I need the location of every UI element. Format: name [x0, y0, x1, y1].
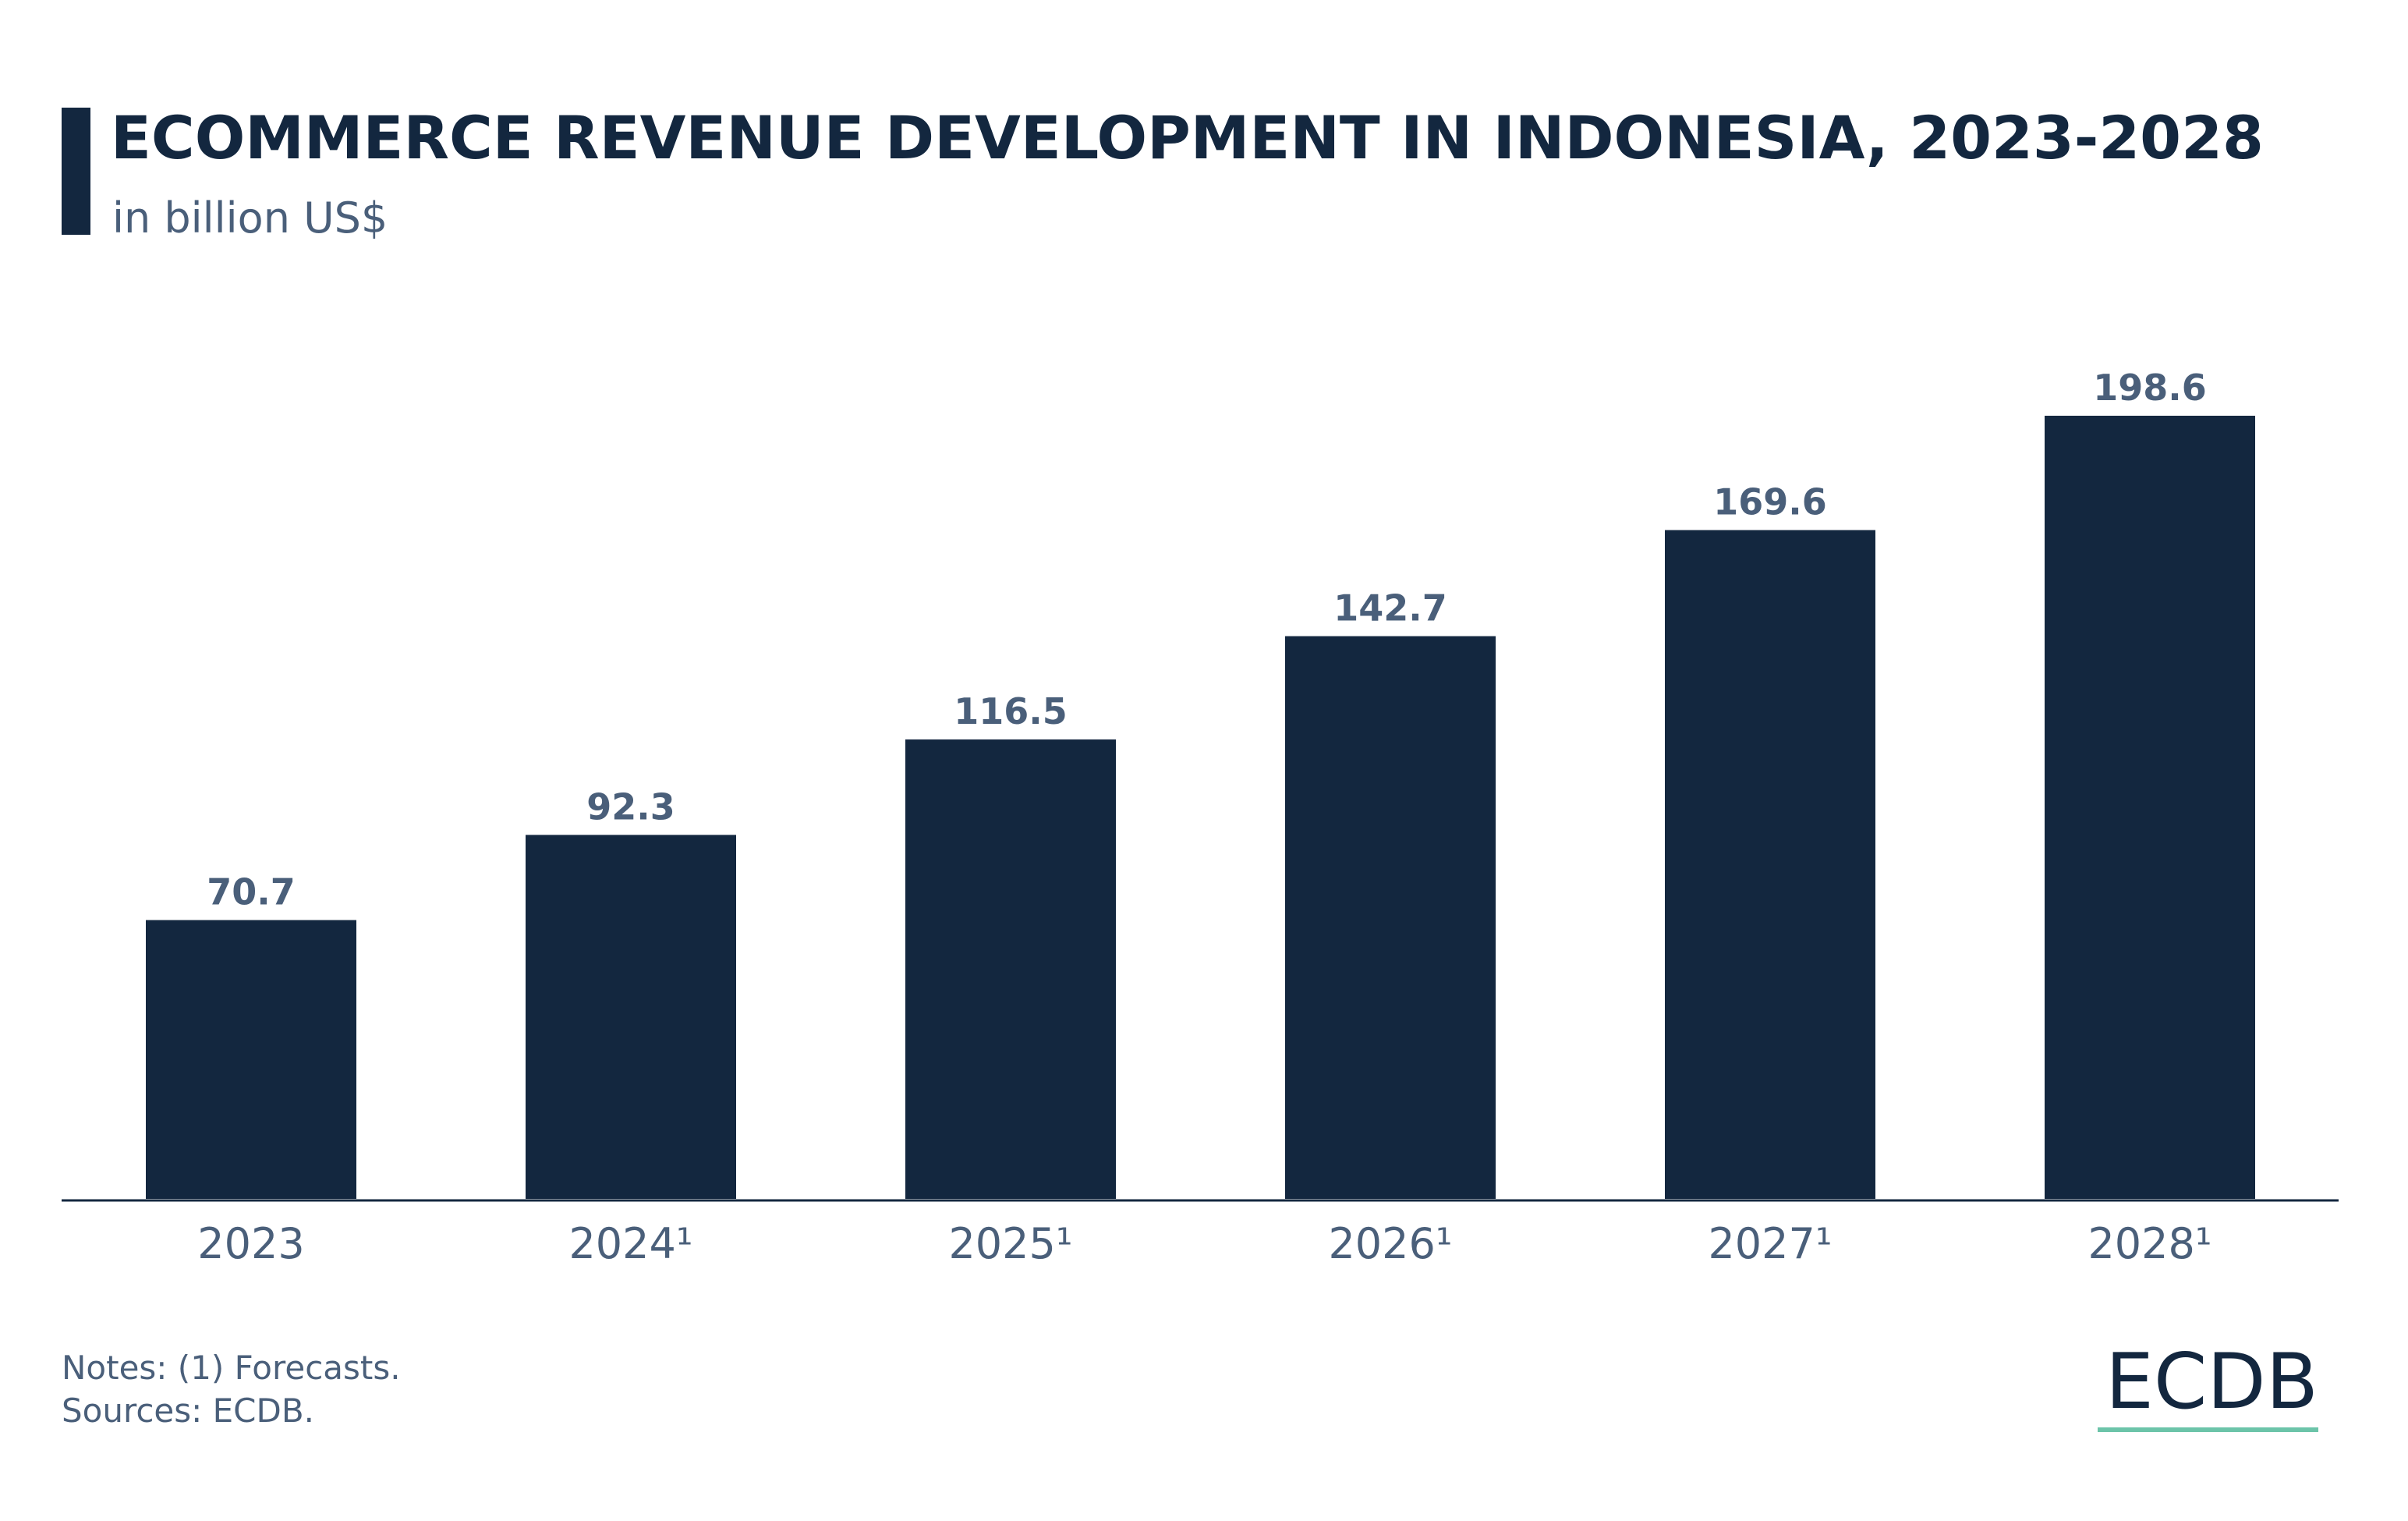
value-label: 70.7: [207, 871, 296, 913]
value-label: 92.3: [586, 785, 675, 828]
bar: [146, 920, 356, 1199]
title-accent: [62, 108, 90, 235]
bar: [905, 739, 1116, 1199]
logo: ECDB: [2105, 1338, 2318, 1427]
x-tick-label: 2025¹: [948, 1219, 1072, 1268]
chart-title: ECOMMERCE REVENUE DEVELOPMENT IN INDONES…: [111, 103, 2264, 172]
logo-underline: [2098, 1427, 2318, 1432]
value-label: 116.5: [954, 690, 1068, 732]
value-label: 169.6: [1713, 481, 1827, 523]
sources: Sources: ECDB.: [62, 1392, 314, 1430]
bar: [1285, 636, 1496, 1199]
x-tick-label: 2026¹: [1328, 1219, 1452, 1268]
bar: [526, 835, 736, 1199]
chart-subtitle: in billion US$: [112, 193, 388, 243]
x-tick-label: 2028¹: [2088, 1219, 2211, 1268]
x-tick-label: 2027¹: [1708, 1219, 1832, 1268]
bar: [2045, 416, 2255, 1199]
value-label: 198.6: [2093, 367, 2207, 409]
x-tick-label: 2024¹: [568, 1219, 692, 1268]
bar: [1665, 530, 1875, 1199]
x-tick-label: 2023: [197, 1219, 304, 1268]
value-label: 142.7: [1333, 587, 1447, 629]
notes: Notes: (1) Forecasts.: [62, 1349, 401, 1387]
